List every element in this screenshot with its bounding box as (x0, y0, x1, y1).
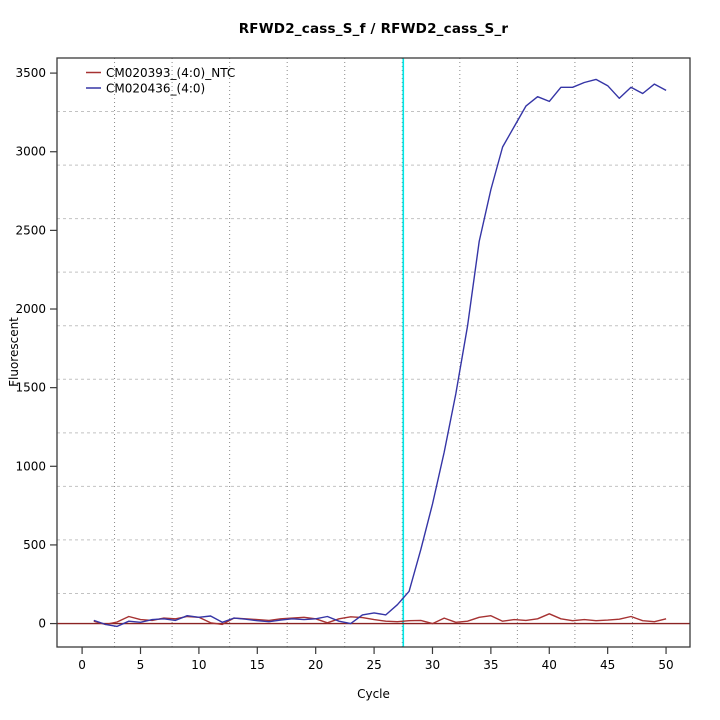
x-tick-label: 5 (137, 658, 145, 672)
legend: CM020393_(4:0)_NTC CM020436_(4:0) (86, 66, 235, 96)
y-tick-label: 500 (23, 538, 46, 552)
series-line-sample (93, 78, 667, 628)
y-tick-label: 2500 (15, 223, 46, 237)
y-tick-label: 1500 (15, 381, 46, 395)
legend-entry-label: CM020436_(4:0) (106, 82, 205, 96)
x-tick-label: 15 (250, 658, 265, 672)
legend-entry-label: CM020393_(4:0)_NTC (106, 66, 235, 80)
y-tick-label: 1000 (15, 459, 46, 473)
x-axis-label: Cycle (357, 687, 390, 701)
y-tick-label: 3000 (15, 145, 46, 159)
y-axis: 0 500 1000 1500 2000 2500 3000 3500 (15, 66, 57, 631)
x-tick-label: 25 (366, 658, 381, 672)
y-tick-label: 0 (38, 617, 46, 631)
grid (57, 58, 690, 647)
chart-title: RFWD2_cass_S_f / RFWD2_cass_S_r (238, 21, 509, 37)
x-tick-label: 40 (542, 658, 557, 672)
x-tick-label: 30 (425, 658, 440, 672)
y-tick-label: 3500 (15, 66, 46, 80)
x-tick-label: 45 (600, 658, 615, 672)
x-axis: 0 5 10 15 20 25 30 35 40 45 50 (78, 647, 674, 672)
plot-box (56, 57, 691, 648)
x-tick-label: 10 (191, 658, 206, 672)
x-tick-label: 35 (483, 658, 498, 672)
x-tick-label: 50 (658, 658, 673, 672)
y-tick-label: 2000 (15, 302, 46, 316)
y-axis-label: Fluorescent (7, 317, 21, 387)
x-tick-label: 0 (78, 658, 86, 672)
x-tick-label: 20 (308, 658, 323, 672)
